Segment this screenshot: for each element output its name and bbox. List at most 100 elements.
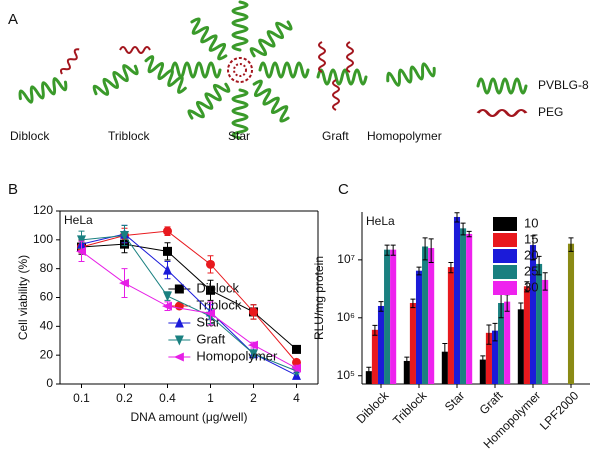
bar (466, 233, 473, 384)
error-bar (390, 244, 396, 256)
annotation: HeLa (366, 214, 395, 228)
marker (163, 291, 172, 302)
legend-peg (476, 108, 528, 118)
error-bar (442, 343, 448, 365)
legend-label: 25 (524, 263, 538, 278)
error-bar (384, 244, 390, 256)
error-bar (422, 237, 428, 261)
error-bar (404, 356, 410, 367)
marker (248, 340, 258, 350)
error-bar (410, 298, 416, 309)
marker (291, 363, 301, 373)
panel-label: A (8, 11, 18, 28)
y-tick-label: 60 (40, 290, 54, 304)
graft-shape (316, 41, 368, 111)
legend-label: 20 (524, 247, 538, 262)
legend-label: Graft (196, 331, 225, 346)
error-bar (480, 355, 486, 365)
bar (390, 249, 397, 384)
error-bar (492, 322, 498, 342)
bar (428, 248, 435, 384)
y-tick-label: 100 (33, 232, 53, 246)
legend-label: PVBLG-8 (538, 78, 589, 92)
marker (163, 226, 172, 236)
x-tick-label: LPF2000 (537, 388, 582, 433)
y-tick-label: 10⁵ (337, 368, 355, 382)
error-bar (466, 230, 472, 238)
legend-label: 30 (524, 279, 538, 294)
x-tick-label: 0.2 (116, 391, 133, 405)
x-tick-label: Triblock (390, 388, 430, 428)
x-tick-label: 0.1 (73, 391, 90, 405)
bar (504, 301, 511, 384)
error-bar (518, 302, 524, 319)
error-bar (366, 366, 372, 377)
diblock-shape (16, 46, 83, 107)
legend-label: PEG (538, 105, 563, 119)
homopolymer-shape (384, 60, 438, 90)
panel-label: C (338, 181, 349, 198)
bar (371, 329, 378, 384)
error-bar (568, 237, 574, 252)
y-tick-label: 20 (40, 347, 54, 361)
star-shape (170, 0, 310, 140)
panel-label: B (8, 181, 18, 198)
bar (453, 216, 461, 384)
bar (365, 371, 372, 384)
marker (163, 246, 172, 256)
marker (120, 231, 129, 242)
legend-marker (173, 352, 184, 362)
marker (206, 259, 215, 269)
y-tick-label: 10⁷ (337, 252, 355, 266)
y-axis-label: RLU/mg protein (312, 256, 326, 340)
legend-swatch (493, 281, 517, 295)
error-bar (524, 281, 530, 293)
bar (529, 245, 537, 384)
bar (441, 351, 448, 384)
legend-label: Star (196, 314, 221, 329)
x-tick-label: Diblock (354, 388, 392, 426)
marker (249, 307, 258, 317)
legend-label: 10 (524, 215, 538, 230)
x-tick-label: 2 (250, 391, 257, 405)
legend-swatch (493, 217, 517, 231)
marker (162, 301, 172, 311)
y-tick-label: 10⁶ (337, 310, 355, 324)
item-label: Diblock (10, 129, 50, 143)
error-bar (448, 262, 454, 274)
bar (485, 332, 492, 384)
series-line (81, 234, 297, 372)
y-tick-label: 0 (46, 376, 53, 390)
bar (542, 279, 549, 384)
triblock-shape (90, 46, 191, 101)
series-line (81, 230, 297, 363)
item-label: Star (228, 129, 250, 143)
error-bar (454, 212, 460, 223)
legend-marker (174, 284, 184, 294)
legend-marker (174, 317, 184, 328)
error-bar (372, 324, 378, 336)
legend-swatch (493, 233, 517, 247)
bar (460, 228, 467, 384)
marker (76, 246, 86, 256)
marker (163, 264, 172, 275)
error-bar (416, 266, 422, 276)
item-label: Homopolymer (367, 129, 442, 143)
error-bar (536, 255, 542, 276)
legend-marker (174, 335, 184, 346)
error-bar (486, 324, 492, 345)
legend-label: Diblock (196, 280, 239, 295)
bar (479, 359, 486, 384)
marker (205, 308, 215, 318)
marker (119, 278, 129, 288)
legend-swatch (493, 249, 517, 263)
item-label: Graft (322, 129, 349, 143)
bar (498, 303, 505, 384)
bar (523, 286, 530, 384)
marker (292, 344, 301, 354)
legend-helix (476, 77, 528, 95)
marker (249, 349, 258, 360)
error-bar (530, 235, 536, 261)
x-tick-label: Graft (477, 388, 506, 417)
bar (447, 267, 454, 384)
